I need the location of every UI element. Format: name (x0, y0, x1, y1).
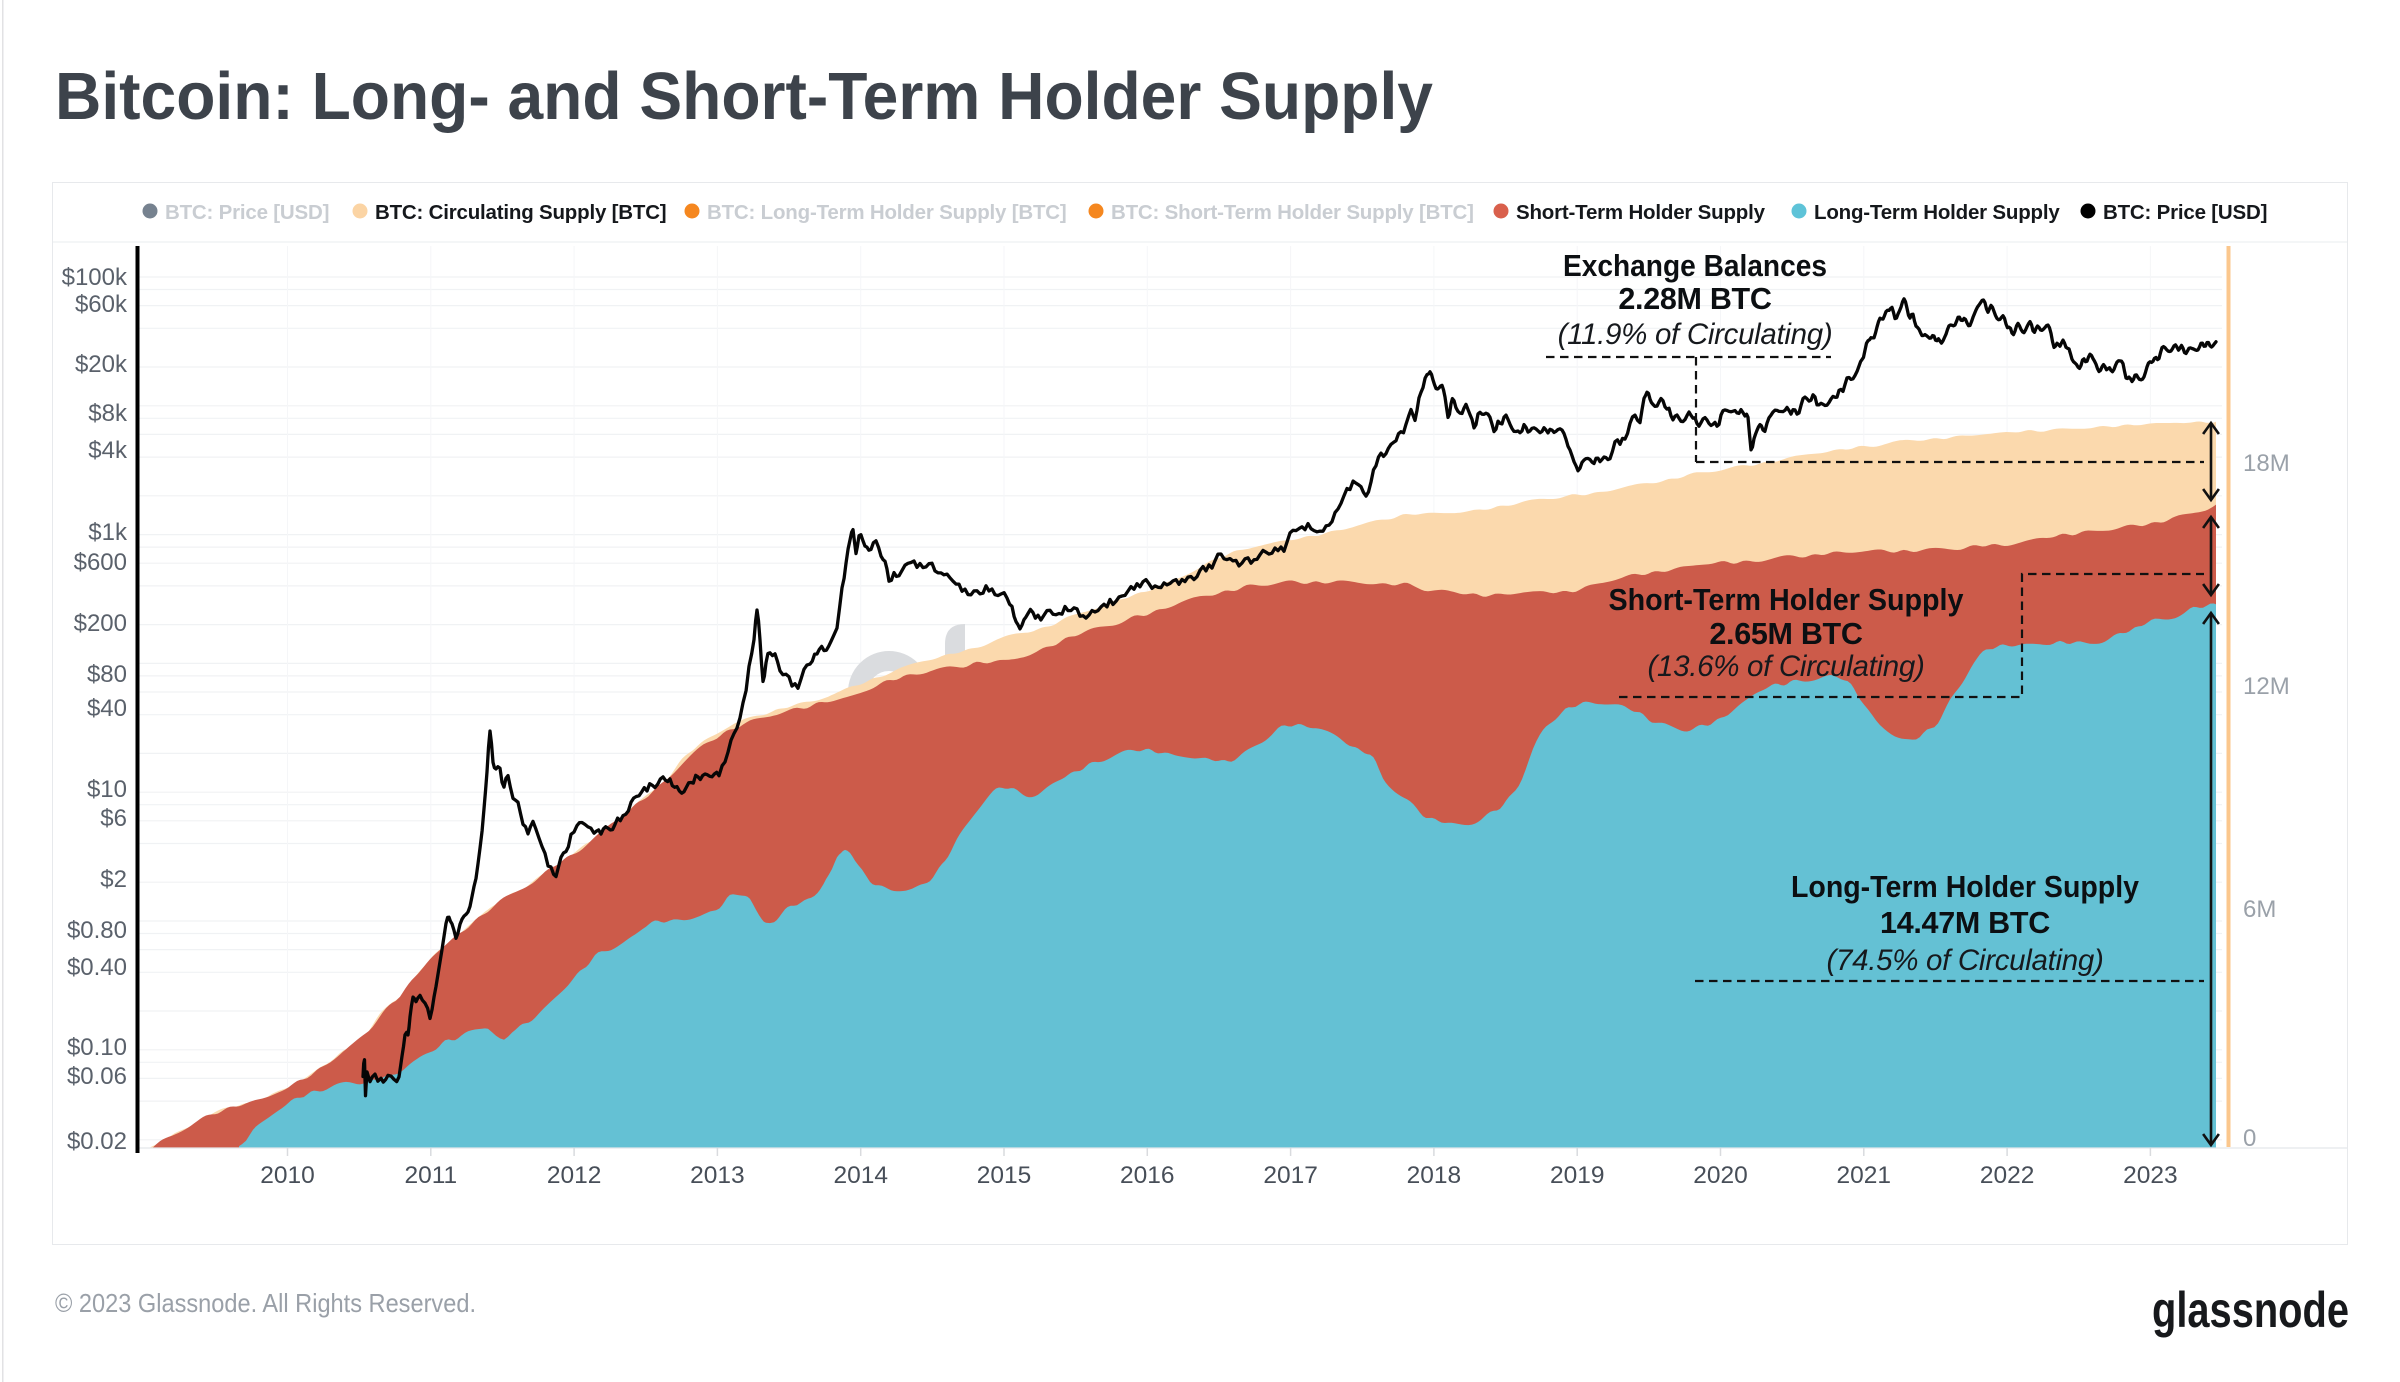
svg-text:18M: 18M (2243, 450, 2290, 477)
svg-text:$10: $10 (87, 776, 127, 803)
svg-text:$100k: $100k (62, 264, 128, 291)
svg-text:2.28M BTC: 2.28M BTC (1618, 282, 1771, 316)
svg-text:$0.02: $0.02 (67, 1128, 127, 1155)
svg-text:$6: $6 (100, 805, 127, 832)
svg-text:Long-Term Holder Supply: Long-Term Holder Supply (1814, 201, 2060, 224)
svg-text:$4k: $4k (88, 437, 128, 464)
svg-text:(11.9% of Circulating): (11.9% of Circulating) (1558, 318, 1833, 351)
svg-text:$0.06: $0.06 (67, 1063, 127, 1090)
svg-text:BTC: Price [USD]: BTC: Price [USD] (165, 201, 329, 224)
svg-text:(74.5% of Circulating): (74.5% of Circulating) (1826, 944, 2103, 977)
svg-text:$2: $2 (100, 866, 127, 893)
svg-text:BTC: Long-Term Holder Supply [: BTC: Long-Term Holder Supply [BTC] (707, 201, 1067, 224)
svg-text:Bitcoin: Long- and Short-Term: Bitcoin: Long- and Short-Term Holder Sup… (55, 59, 1433, 134)
svg-text:$40: $40 (87, 695, 127, 722)
svg-text:2011: 2011 (404, 1162, 457, 1189)
svg-text:2023: 2023 (2123, 1162, 2178, 1189)
svg-text:$0.80: $0.80 (67, 917, 127, 944)
svg-text:14.47M BTC: 14.47M BTC (1880, 906, 2050, 940)
svg-text:0: 0 (2243, 1125, 2256, 1152)
svg-text:$8k: $8k (88, 400, 128, 427)
svg-text:2018: 2018 (1407, 1162, 1462, 1189)
svg-text:2022: 2022 (1980, 1162, 2035, 1189)
svg-text:Short-Term Holder Supply: Short-Term Holder Supply (1516, 201, 1766, 224)
svg-text:$200: $200 (74, 610, 127, 637)
svg-text:BTC: Circulating Supply [BTC]: BTC: Circulating Supply [BTC] (375, 201, 666, 224)
svg-text:2021: 2021 (1837, 1162, 1892, 1189)
svg-text:2013: 2013 (690, 1162, 745, 1189)
svg-text:2017: 2017 (1263, 1162, 1318, 1189)
svg-text:$0.40: $0.40 (67, 954, 127, 981)
svg-text:$20k: $20k (75, 351, 128, 378)
svg-text:2012: 2012 (547, 1162, 602, 1189)
svg-text:2019: 2019 (1550, 1162, 1605, 1189)
svg-text:2.65M BTC: 2.65M BTC (1709, 617, 1862, 651)
svg-text:2010: 2010 (260, 1162, 315, 1189)
svg-text:2014: 2014 (833, 1162, 888, 1189)
svg-text:2020: 2020 (1693, 1162, 1748, 1189)
svg-text:2015: 2015 (977, 1162, 1032, 1189)
svg-text:6M: 6M (2243, 896, 2276, 923)
svg-text:$1k: $1k (88, 519, 128, 546)
svg-text:glassnode: glassnode (2152, 1282, 2349, 1338)
svg-text:(13.6% of Circulating): (13.6% of Circulating) (1647, 650, 1924, 683)
svg-text:BTC: Price [USD]: BTC: Price [USD] (2103, 201, 2267, 224)
svg-text:12M: 12M (2243, 673, 2290, 700)
svg-text:$0.10: $0.10 (67, 1034, 127, 1061)
svg-text:Exchange Balances: Exchange Balances (1563, 249, 1827, 283)
svg-text:Short-Term Holder Supply: Short-Term Holder Supply (1609, 583, 1964, 617)
svg-text:2016: 2016 (1120, 1162, 1175, 1189)
svg-text:© 2023 Glassnode. All Rights R: © 2023 Glassnode. All Rights Reserved. (55, 1288, 476, 1318)
svg-text:$80: $80 (87, 661, 127, 688)
svg-text:$600: $600 (74, 549, 127, 576)
svg-text:$60k: $60k (75, 291, 128, 318)
svg-text:Long-Term Holder Supply: Long-Term Holder Supply (1791, 870, 2139, 904)
svg-text:BTC: Short-Term Holder Supply: BTC: Short-Term Holder Supply [BTC] (1111, 201, 1474, 224)
